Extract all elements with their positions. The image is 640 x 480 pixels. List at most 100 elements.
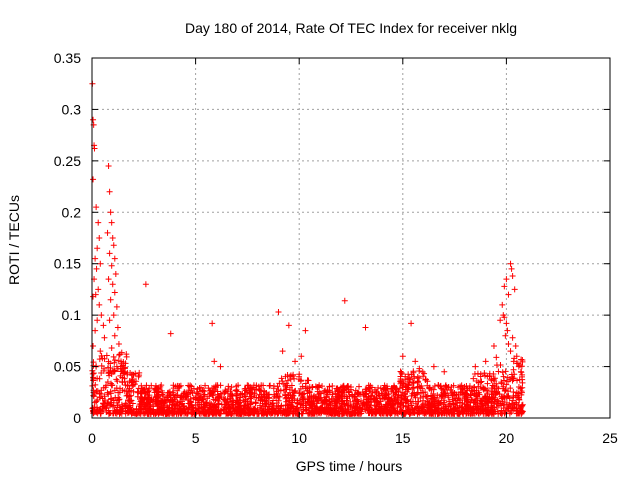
data-point-cloud xyxy=(115,357,122,364)
data-point-cloud xyxy=(484,380,491,387)
data-point-cloud xyxy=(123,353,130,360)
data-point-cloud xyxy=(373,408,380,415)
data-point-cloud xyxy=(378,390,385,397)
data-point-cloud xyxy=(388,402,395,409)
data-point-cloud xyxy=(125,397,132,404)
data-point-cloud xyxy=(441,390,448,397)
data-point-cloud xyxy=(321,388,328,395)
data-point-cloud xyxy=(517,385,524,392)
data-point-cloud xyxy=(129,400,136,407)
data-point-cloud xyxy=(294,397,301,404)
data-point-cloud xyxy=(479,401,486,408)
data-point-cloud xyxy=(147,401,154,408)
data-point-cloud xyxy=(393,399,400,406)
data-point-cloud xyxy=(518,388,525,395)
data-point-cloud xyxy=(511,371,518,378)
data-point-cloud xyxy=(363,402,370,409)
data-point-cloud xyxy=(101,393,108,400)
data-point xyxy=(108,345,115,352)
data-point xyxy=(508,265,515,272)
data-point-cloud xyxy=(265,394,272,401)
data-point-cloud xyxy=(133,378,140,385)
data-point-cloud xyxy=(247,401,254,408)
data-point-cloud xyxy=(228,384,235,391)
data-point-cloud xyxy=(499,369,506,376)
data-point-cloud xyxy=(416,375,423,382)
x-tick-label: 10 xyxy=(291,430,307,446)
data-point-cloud xyxy=(124,369,131,376)
data-point xyxy=(106,188,113,195)
data-point-cloud xyxy=(518,363,525,370)
data-point-cloud xyxy=(442,383,449,390)
data-point-cloud xyxy=(234,397,241,404)
data-point-cloud xyxy=(103,352,110,359)
data-point-cloud xyxy=(258,391,265,398)
data-point-cloud xyxy=(167,392,174,399)
data-point-cloud xyxy=(94,406,101,413)
y-tick-label: 0.15 xyxy=(54,256,81,272)
data-point-cloud xyxy=(159,399,166,406)
data-point-cloud xyxy=(305,377,312,384)
data-point-cloud xyxy=(431,398,438,405)
data-point-cloud xyxy=(123,401,130,408)
data-point-cloud xyxy=(448,384,455,391)
data-point xyxy=(107,296,114,303)
data-point-cloud xyxy=(467,399,474,406)
data-point-cloud xyxy=(220,396,227,403)
data-point-cloud xyxy=(214,401,221,408)
data-point xyxy=(285,322,292,329)
data-point-cloud xyxy=(138,382,145,389)
y-tick-label: 0.3 xyxy=(62,101,82,117)
data-point xyxy=(106,250,113,257)
data-point-cloud xyxy=(126,398,133,405)
data-point-cloud xyxy=(143,382,150,389)
data-point-cloud xyxy=(480,410,487,417)
data-point-cloud xyxy=(290,392,297,399)
data-point-cloud xyxy=(509,405,516,412)
data-point-cloud xyxy=(475,409,482,416)
data-point-cloud xyxy=(493,404,500,411)
data-point-cloud xyxy=(289,372,296,379)
data-point-cloud xyxy=(270,402,277,409)
data-point-cloud xyxy=(118,360,125,367)
data-point-cloud xyxy=(299,396,306,403)
data-point xyxy=(142,281,149,288)
data-point-cloud xyxy=(498,380,505,387)
ticks-layer xyxy=(91,57,611,419)
data-point-cloud xyxy=(196,401,203,408)
data-point-cloud xyxy=(469,410,476,417)
data-point-cloud xyxy=(158,408,165,415)
data-point-cloud xyxy=(339,410,346,417)
data-point-cloud xyxy=(174,406,181,413)
data-point xyxy=(503,320,510,327)
data-point-cloud xyxy=(252,400,259,407)
data-point-cloud xyxy=(225,409,232,416)
data-point-cloud xyxy=(177,394,184,401)
data-point-cloud xyxy=(440,391,447,398)
data-point-cloud xyxy=(165,389,172,396)
data-point-cloud xyxy=(416,367,423,374)
data-point xyxy=(94,245,101,252)
data-point-cloud xyxy=(500,373,507,380)
data-point-cloud xyxy=(358,397,365,404)
data-point-cloud xyxy=(397,376,404,383)
data-point-cloud xyxy=(96,393,103,400)
data-point xyxy=(105,276,112,283)
data-point xyxy=(90,293,97,300)
data-point-cloud xyxy=(369,389,376,396)
data-point-cloud xyxy=(107,360,114,367)
data-point xyxy=(90,176,97,183)
data-point-cloud xyxy=(269,406,276,413)
data-point xyxy=(112,271,119,277)
data-point-cloud xyxy=(504,374,511,381)
data-point-cloud xyxy=(488,394,495,401)
data-point-cloud xyxy=(392,391,399,398)
data-point-cloud xyxy=(158,387,165,394)
x-tick-label: 0 xyxy=(88,430,96,446)
data-point-cloud xyxy=(445,394,452,401)
data-point-cloud xyxy=(365,395,372,402)
data-point-cloud xyxy=(493,389,500,396)
data-point-cloud xyxy=(347,398,354,405)
data-point-cloud xyxy=(284,371,291,378)
